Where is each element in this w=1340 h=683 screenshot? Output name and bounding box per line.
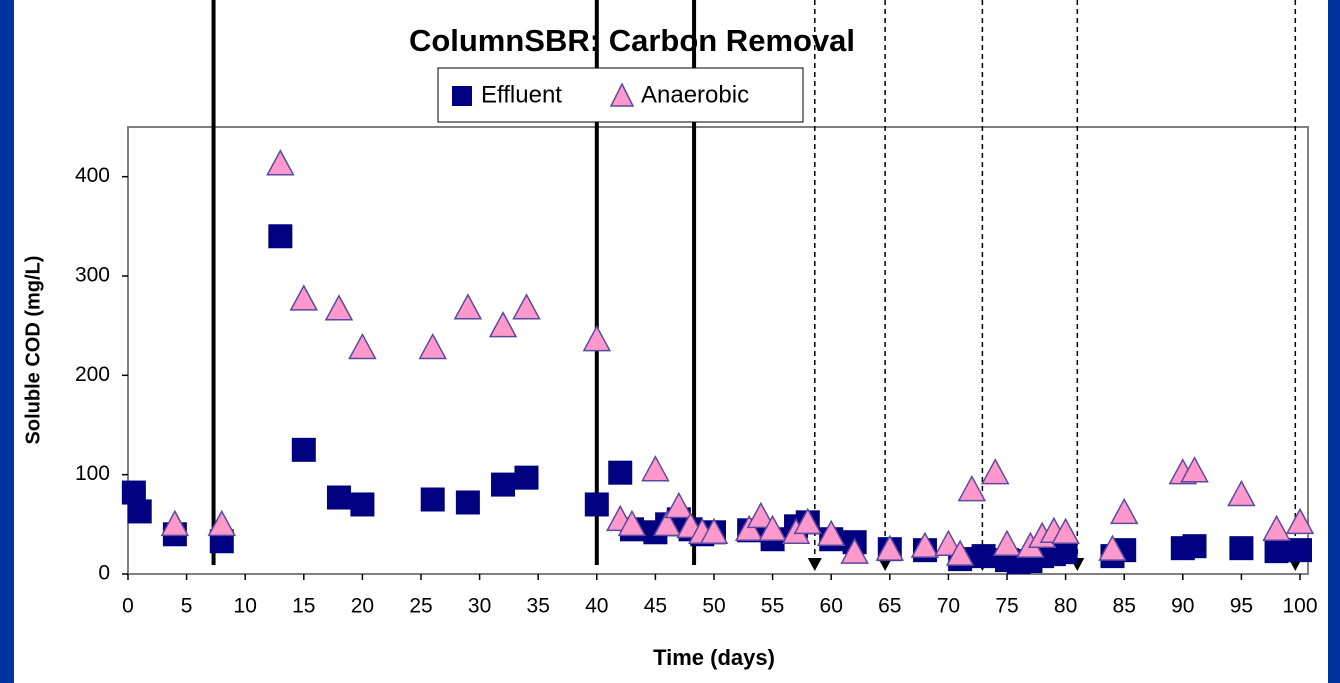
x-tick-label: 30 bbox=[468, 595, 491, 618]
x-tick-label: 60 bbox=[820, 595, 843, 618]
anaerobic-point bbox=[652, 509, 682, 537]
anaerobic-point bbox=[582, 324, 612, 352]
anaerobic-point bbox=[816, 519, 846, 547]
legend-swatch bbox=[452, 86, 472, 106]
plot-area bbox=[127, 126, 1309, 575]
anaerobic-point bbox=[1262, 514, 1291, 542]
x-tick-label: 45 bbox=[644, 595, 667, 618]
anaerobic-point bbox=[746, 501, 776, 529]
effluent-point bbox=[1182, 534, 1207, 559]
effluent-point bbox=[326, 485, 351, 510]
effluent-point bbox=[268, 224, 293, 249]
x-tick-label: 0 bbox=[122, 595, 134, 618]
y-tick-label: 400 bbox=[75, 164, 110, 187]
effluent-point bbox=[1288, 538, 1312, 563]
x-tick-label: 20 bbox=[351, 595, 374, 618]
anaerobic-point bbox=[266, 149, 295, 176]
x-tick-label: 15 bbox=[292, 595, 315, 618]
anaerobic-point bbox=[734, 514, 764, 542]
anaerobic-point bbox=[348, 332, 377, 360]
x-tick-label: 70 bbox=[937, 595, 960, 618]
legend-label: Effluent bbox=[481, 81, 562, 108]
effluent-point bbox=[971, 544, 996, 569]
x-tick-label: 85 bbox=[1113, 595, 1136, 618]
anaerobic-point bbox=[992, 529, 1022, 556]
anaerobic-point bbox=[418, 332, 447, 360]
anaerobic-point bbox=[641, 455, 670, 482]
anaerobic-point bbox=[875, 534, 905, 561]
anaerobic-point bbox=[324, 294, 354, 321]
x-tick-label: 10 bbox=[234, 595, 257, 618]
anaerobic-point bbox=[758, 514, 787, 542]
y-axis-label: Soluble COD (mg/L) bbox=[22, 256, 44, 445]
anaerobic-point bbox=[1227, 479, 1256, 507]
anaerobic-point bbox=[945, 539, 975, 566]
anaerobic-point bbox=[981, 458, 1010, 485]
x-tick-label: 80 bbox=[1054, 595, 1077, 618]
legend-swatch bbox=[609, 82, 635, 107]
x-axis-label: Time (days) bbox=[653, 645, 775, 670]
anaerobic-point bbox=[453, 293, 483, 320]
effluent-point bbox=[1053, 540, 1078, 565]
effluent-point bbox=[491, 472, 516, 497]
x-tick-label: 55 bbox=[761, 595, 784, 618]
anaerobic-point bbox=[1285, 507, 1315, 535]
y-tick-label: 0 bbox=[98, 562, 110, 585]
y-tick-label: 100 bbox=[75, 462, 110, 485]
effluent-point bbox=[1264, 539, 1289, 564]
anaerobic-point bbox=[840, 537, 869, 564]
effluent-point bbox=[514, 465, 539, 490]
x-tick-label: 95 bbox=[1230, 595, 1253, 618]
anaerobic-point bbox=[1180, 456, 1209, 483]
event-arrow bbox=[807, 558, 822, 571]
x-tick-label: 65 bbox=[878, 595, 901, 618]
legend-label: Anaerobic bbox=[641, 81, 749, 108]
chart-title: ColumnSBR: Carbon Removal bbox=[409, 23, 855, 58]
y-tick-label: 200 bbox=[75, 363, 110, 386]
y-tick-label: 300 bbox=[75, 264, 110, 287]
effluent-point bbox=[584, 492, 609, 517]
anaerobic-point bbox=[160, 509, 190, 537]
x-tick-label: 40 bbox=[585, 595, 608, 618]
anaerobic-point bbox=[957, 474, 987, 502]
anaerobic-point bbox=[289, 284, 319, 311]
x-tick-label: 5 bbox=[181, 595, 193, 618]
anaerobic-point bbox=[793, 507, 823, 535]
anaerobic-point bbox=[1098, 534, 1127, 561]
effluent-point bbox=[608, 460, 633, 485]
x-tick-label: 100 bbox=[1282, 595, 1317, 618]
anaerobic-point bbox=[664, 491, 694, 519]
effluent-point bbox=[455, 490, 480, 515]
anaerobic-point bbox=[617, 509, 647, 537]
x-tick-label: 35 bbox=[527, 595, 550, 618]
effluent-point bbox=[127, 499, 152, 524]
anaerobic-point bbox=[1109, 497, 1139, 525]
x-tick-label: 75 bbox=[995, 595, 1018, 618]
x-tick-label: 90 bbox=[1171, 595, 1194, 618]
effluent-point bbox=[291, 437, 316, 462]
anaerobic-point bbox=[699, 517, 729, 545]
event-arrow bbox=[878, 558, 893, 571]
effluent-point bbox=[1229, 536, 1254, 561]
anaerobic-point bbox=[488, 311, 518, 338]
anaerobic-point bbox=[1051, 517, 1080, 545]
anaerobic-point bbox=[512, 293, 541, 320]
anaerobic-point bbox=[910, 531, 940, 558]
x-tick-label: 50 bbox=[702, 595, 725, 618]
x-tick-label: 25 bbox=[409, 595, 432, 618]
anaerobic-point bbox=[207, 509, 237, 537]
effluent-point bbox=[350, 492, 375, 517]
effluent-point bbox=[420, 487, 445, 512]
